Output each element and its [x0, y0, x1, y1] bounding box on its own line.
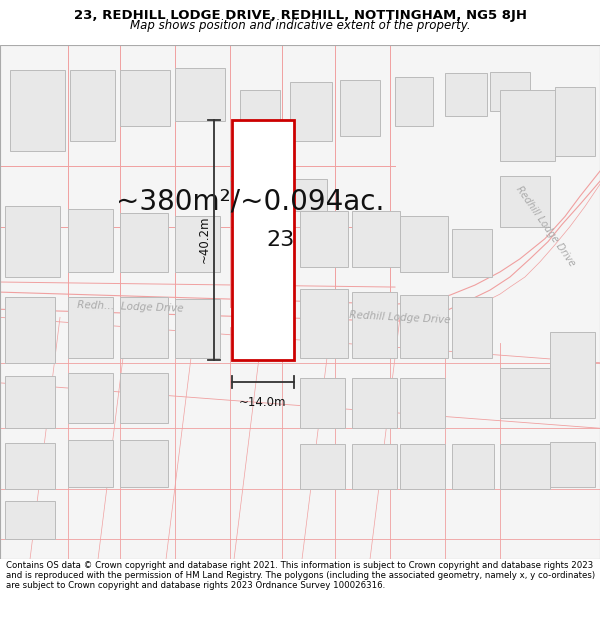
Bar — [285, 179, 327, 211]
Bar — [120, 70, 170, 126]
Bar — [352, 211, 400, 267]
Bar — [175, 299, 220, 358]
Bar — [5, 376, 55, 428]
Bar — [395, 78, 433, 126]
Text: ~40.2m: ~40.2m — [197, 216, 211, 263]
Bar — [68, 209, 113, 272]
Bar — [300, 289, 348, 357]
Bar — [400, 216, 448, 272]
Bar — [500, 444, 550, 489]
Bar — [230, 151, 250, 176]
Text: Redhill Lodge Drive: Redhill Lodge Drive — [514, 184, 577, 269]
Bar — [550, 442, 595, 487]
Text: 23: 23 — [267, 229, 295, 249]
Bar — [352, 378, 397, 428]
Bar — [300, 211, 348, 267]
Bar — [175, 216, 220, 272]
Bar — [452, 229, 492, 277]
Bar — [500, 368, 550, 418]
Bar — [68, 297, 113, 358]
Text: Redhill Lodge Drive: Redhill Lodge Drive — [349, 309, 451, 325]
Bar — [550, 332, 595, 418]
Bar — [300, 378, 345, 428]
Bar — [5, 443, 55, 489]
Bar — [10, 70, 65, 151]
Bar — [490, 72, 530, 111]
Text: Contains OS data © Crown copyright and database right 2021. This information is : Contains OS data © Crown copyright and d… — [6, 561, 595, 591]
Bar — [120, 441, 168, 487]
Bar — [500, 91, 555, 161]
Bar — [175, 68, 225, 121]
Bar — [452, 444, 494, 489]
Bar — [300, 444, 345, 489]
Bar — [68, 372, 113, 423]
Bar — [452, 297, 492, 358]
Bar — [340, 80, 380, 136]
Bar — [5, 206, 60, 277]
Bar — [400, 444, 445, 489]
Bar — [352, 444, 397, 489]
Bar — [400, 378, 445, 428]
Bar — [70, 70, 115, 141]
Bar — [230, 181, 278, 216]
Bar — [445, 73, 487, 116]
Bar — [240, 91, 280, 151]
Bar — [290, 82, 332, 141]
Bar — [68, 441, 113, 487]
Bar — [5, 297, 55, 362]
Bar — [120, 213, 168, 272]
Text: Map shows position and indicative extent of the property.: Map shows position and indicative extent… — [130, 19, 470, 31]
Text: 23, REDHILL LODGE DRIVE, REDHILL, NOTTINGHAM, NG5 8JH: 23, REDHILL LODGE DRIVE, REDHILL, NOTTIN… — [74, 9, 527, 22]
Bar — [352, 292, 397, 357]
Bar — [500, 176, 550, 226]
Bar — [120, 297, 168, 358]
Bar — [120, 372, 168, 423]
Text: ~380m²/~0.094ac.: ~380m²/~0.094ac. — [116, 188, 384, 216]
Bar — [232, 119, 294, 359]
Text: ~14.0m: ~14.0m — [239, 396, 287, 409]
Bar — [5, 501, 55, 539]
Bar — [555, 88, 595, 156]
Text: Redh…  Lodge Drive: Redh… Lodge Drive — [77, 301, 184, 314]
Bar — [400, 295, 448, 358]
